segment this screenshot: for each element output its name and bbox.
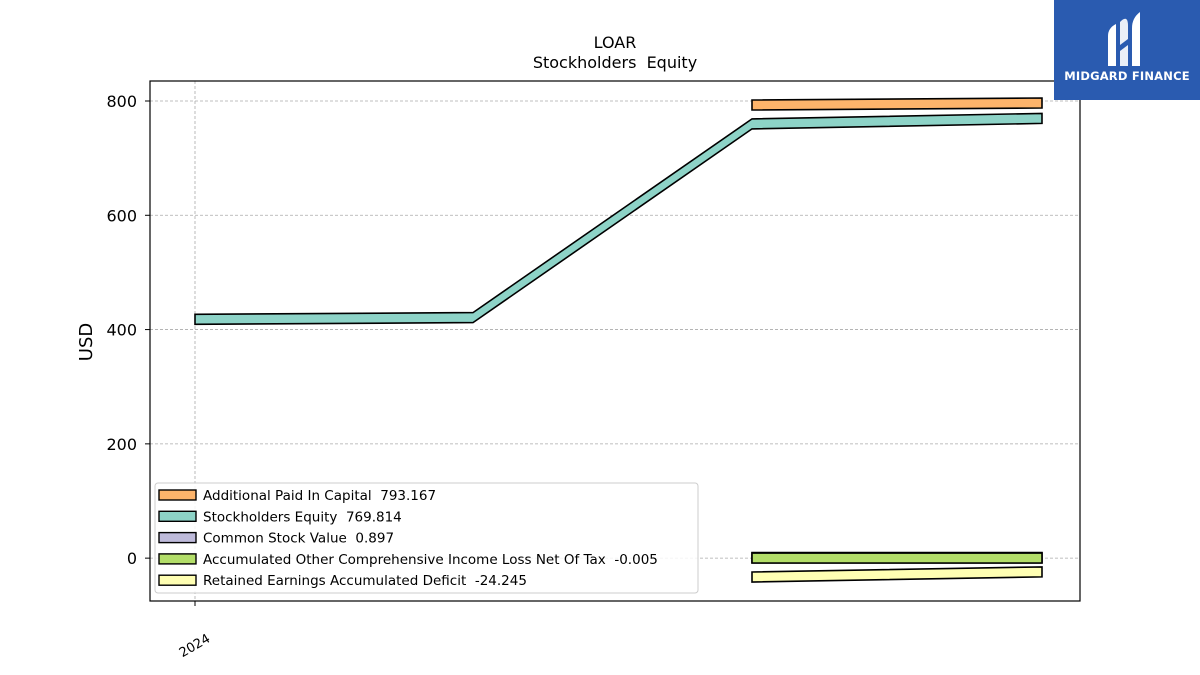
brand-logo: MIDGARD FINANCE (1054, 0, 1200, 100)
plot-frame (149, 80, 1081, 602)
legend-label: Retained Earnings Accumulated Deficit -2… (203, 573, 527, 589)
legend-swatch (158, 553, 197, 565)
legend-swatch (158, 489, 197, 501)
series-layer (194, 97, 1043, 583)
series-band-4 (751, 566, 1043, 583)
y-axis-label: USD (76, 323, 97, 361)
series-band-0 (751, 97, 1043, 111)
y-tick-label: 600 (106, 206, 137, 225)
y-tick-label: 200 (106, 435, 137, 454)
legend-swatch (158, 574, 197, 586)
series-band-3 (751, 552, 1043, 564)
legend-label: Common Stock Value 0.897 (203, 531, 394, 547)
y-tick-label: 0 (127, 549, 137, 568)
y-tick-label: 400 (106, 321, 137, 340)
legend-swatch (158, 510, 197, 522)
legend: Additional Paid In Capital 793.167 Stockh… (154, 482, 699, 594)
x-tick-label: 2024 (177, 631, 213, 661)
chart-subtitle: Stockholders Equity (533, 53, 697, 72)
axes: 0 200 400 600 800 2024 (106, 92, 213, 661)
chart-title: LOAR (594, 33, 637, 52)
midgard-logo-icon (1108, 12, 1140, 66)
legend-label: Stockholders Equity 769.814 (203, 509, 402, 525)
legend-label: Accumulated Other Comprehensive Income L… (203, 552, 658, 568)
y-tick-label: 800 (106, 92, 137, 111)
series-band-1 (194, 112, 1043, 326)
brand-logo-text: MIDGARD FINANCE (1064, 69, 1190, 83)
legend-label: Additional Paid In Capital 793.167 (203, 488, 436, 504)
legend-swatch (158, 531, 197, 544)
legend-frame (154, 482, 699, 594)
